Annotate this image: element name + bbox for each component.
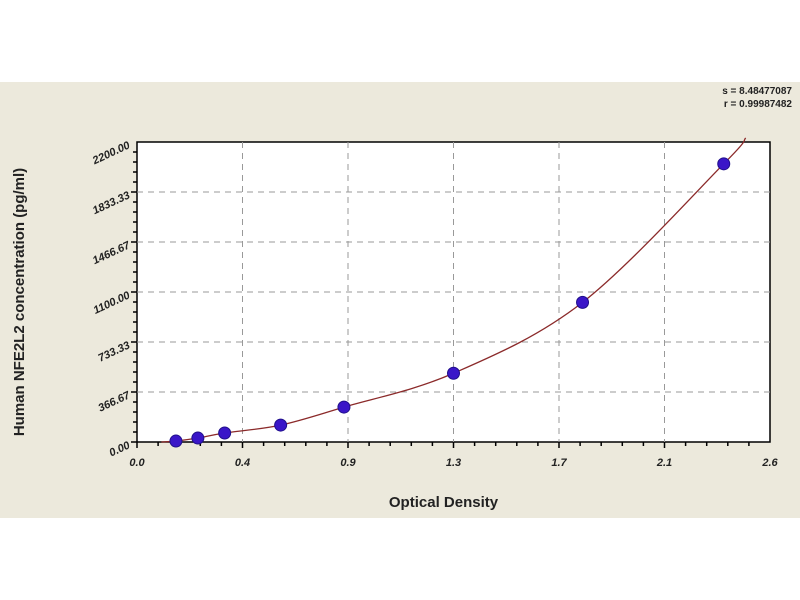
data-point	[447, 366, 460, 380]
x-tick-label: 2.6	[761, 457, 778, 469]
y-tick-label: 733.33	[96, 339, 132, 364]
x-tick-label: 1.7	[551, 457, 567, 469]
y-tick-label: 1466.67	[91, 239, 133, 267]
fit-stat-label: r = 0.99987482	[724, 99, 793, 110]
x-tick-label: 1.3	[446, 457, 461, 469]
y-tick-label: 1100.00	[92, 289, 133, 317]
y-axis-label: Human NFE2L2 concentration (pg/ml)	[11, 168, 28, 436]
fit-stat-label: s = 8.48477087	[722, 86, 792, 97]
x-tick-label: 0.4	[235, 457, 250, 469]
y-tick-label: 1833.33	[91, 189, 132, 217]
data-point	[337, 400, 351, 414]
x-axis-label: Optical Density	[389, 494, 499, 511]
data-point	[274, 418, 288, 432]
data-point	[717, 157, 731, 171]
data-point	[576, 295, 590, 309]
x-tick-label: 2.1	[656, 457, 672, 469]
x-tick-label: 0.9	[340, 457, 356, 469]
data-point	[169, 434, 183, 448]
y-tick-label: 2200.00	[90, 139, 133, 167]
data-point	[218, 426, 232, 440]
data-point	[191, 431, 205, 445]
x-tick-label: 0.0	[129, 457, 145, 469]
y-tick-label: 366.67	[96, 389, 132, 414]
